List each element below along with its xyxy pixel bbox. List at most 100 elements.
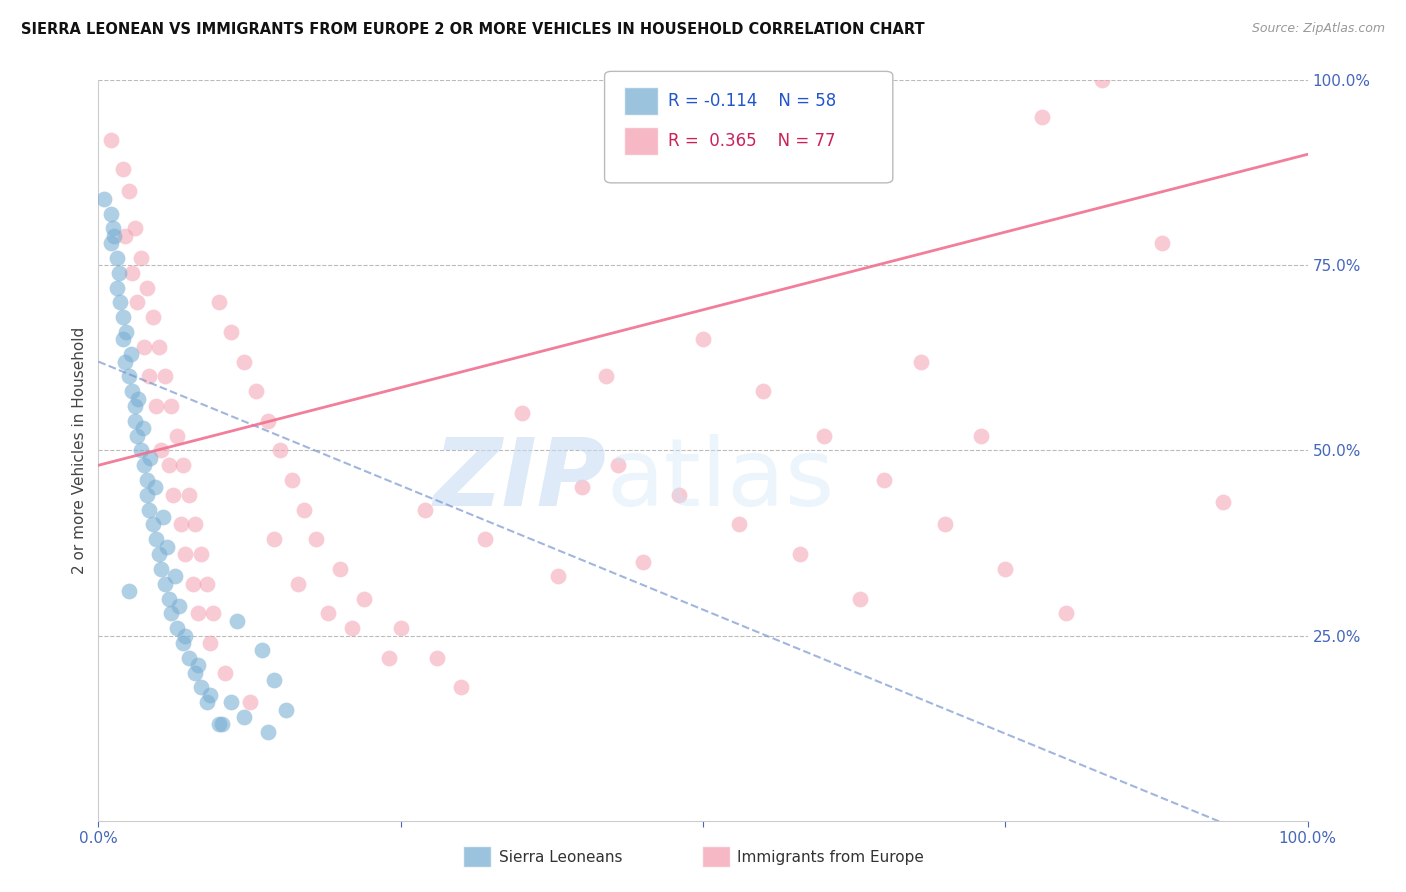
Point [221,695,243,709]
Point [121,266,143,280]
Point [389,621,412,635]
Point [172,458,194,473]
Point [111,310,134,325]
Point [1054,607,1077,621]
Point [239,695,262,709]
Point [172,636,194,650]
Point [100,132,122,146]
Point [305,533,328,547]
Point [120,347,142,361]
Point [139,450,162,465]
Point [124,221,146,235]
Point [214,665,236,680]
Point [187,658,209,673]
Point [134,458,156,473]
Point [127,392,149,406]
Text: R =  0.365    N = 77: R = 0.365 N = 77 [668,132,835,150]
Point [184,517,207,532]
Point [135,280,157,294]
Point [145,533,167,547]
Point [1091,73,1114,87]
Point [153,576,176,591]
Point [108,266,131,280]
Point [135,473,157,487]
Point [789,547,811,561]
Point [208,717,231,731]
Point [316,607,339,621]
Point [166,621,188,635]
Point [105,251,128,265]
Point [245,384,267,399]
Point [1212,495,1234,509]
Point [143,481,166,495]
Point [148,340,170,354]
Point [114,354,136,368]
Point [994,562,1017,576]
Point [353,591,375,606]
Point [510,407,533,421]
Point [163,569,186,583]
Point [93,192,115,206]
Point [127,428,149,442]
Point [263,673,285,687]
Point [250,643,273,657]
Point [292,502,315,516]
Text: Source: ZipAtlas.com: Source: ZipAtlas.com [1251,22,1385,36]
Point [1152,236,1174,251]
Point [631,555,654,569]
Point [187,607,209,621]
Point [571,481,593,495]
Point [118,184,141,198]
Point [195,576,218,591]
Point [934,517,956,532]
Point [174,547,197,561]
Point [184,665,207,680]
Point [138,502,160,516]
Point [198,636,221,650]
Point [208,295,231,310]
Point [474,533,496,547]
Point [118,584,141,599]
Point [174,628,197,642]
Point [121,384,143,399]
Point [103,228,125,243]
Point [342,621,364,635]
Point [873,473,896,487]
Point [226,614,249,628]
Point [129,251,152,265]
Point [195,695,218,709]
Point [910,354,932,368]
Point [157,458,180,473]
Point [190,681,212,695]
Point [179,650,201,665]
Point [692,333,714,347]
Point [138,369,160,384]
Point [166,428,188,442]
Text: Immigrants from Europe: Immigrants from Europe [737,850,924,864]
Point [134,340,156,354]
Point [115,325,138,339]
Point [179,488,201,502]
Point [281,473,304,487]
Point [256,724,278,739]
Point [202,607,225,621]
Point [111,333,134,347]
Point [181,576,204,591]
Point [607,458,630,473]
Point [124,414,146,428]
Point [129,443,152,458]
Point [377,650,399,665]
Point [752,384,775,399]
Point [263,533,285,547]
Point [668,488,690,502]
Point [450,681,472,695]
Point [114,228,136,243]
Y-axis label: 2 or more Vehicles in Household: 2 or more Vehicles in Household [72,326,87,574]
Text: R = -0.114    N = 58: R = -0.114 N = 58 [668,92,837,110]
Point [101,221,124,235]
Point [142,517,165,532]
Point [152,510,174,524]
Point [150,443,173,458]
Text: atlas: atlas [606,434,835,526]
Point [595,369,617,384]
